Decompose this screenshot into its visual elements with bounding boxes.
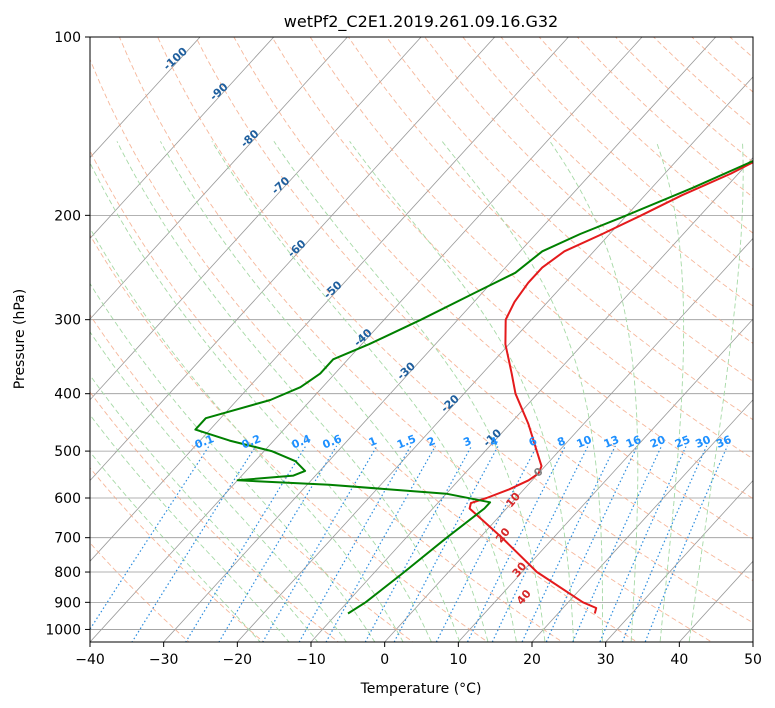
isotherm-line bbox=[90, 37, 569, 562]
plot-frame bbox=[89, 36, 754, 643]
x-tick-label: 30 bbox=[597, 652, 615, 668]
mixing-ratio-label: 3 bbox=[461, 434, 473, 449]
moist-adiabat-line bbox=[688, 141, 744, 642]
plot-background bbox=[90, 37, 753, 642]
mixing-ratio-line bbox=[218, 445, 338, 642]
dry-adiabat-line bbox=[233, 37, 753, 540]
dry-adiabat-line bbox=[90, 58, 638, 642]
x-tick-label: −10 bbox=[296, 652, 326, 668]
y-tick-label: 300 bbox=[54, 313, 81, 329]
moist-adiabat-line bbox=[90, 227, 404, 642]
mixing-ratio-line bbox=[393, 445, 499, 642]
y-tick-label: 900 bbox=[54, 595, 81, 611]
isotherm-line bbox=[384, 237, 753, 642]
moist-adiabat-line bbox=[90, 161, 432, 642]
temperature-profile bbox=[468, 161, 753, 614]
mixing-ratio-line bbox=[298, 445, 412, 642]
isotherm-line bbox=[90, 37, 422, 401]
mixing-ratio-line bbox=[185, 445, 307, 642]
dewpoint-profile bbox=[194, 159, 753, 615]
dry-adiabat-line bbox=[309, 37, 753, 460]
mixing-ratio-line bbox=[262, 445, 378, 642]
x-tick-label: 50 bbox=[744, 652, 762, 668]
mixing-ratio-label: 20 bbox=[648, 433, 667, 451]
chart-title: wetPf2_C2E1.2019.261.09.16.G32 bbox=[284, 12, 558, 32]
isotherm-line bbox=[531, 399, 753, 642]
y-tick-label: 200 bbox=[54, 208, 81, 224]
mixing-ratio-label: 8 bbox=[555, 434, 567, 449]
x-tick-label: −40 bbox=[75, 652, 105, 668]
isotherm-line bbox=[163, 37, 717, 642]
moist-adiabat-line bbox=[273, 141, 546, 642]
isotherm-line bbox=[90, 37, 643, 642]
moist-adiabat-line bbox=[90, 331, 347, 642]
y-tick-label: 600 bbox=[54, 491, 81, 507]
mixing-ratio-label: 16 bbox=[624, 433, 643, 451]
y-tick-label: 700 bbox=[54, 531, 81, 547]
isotherm-line bbox=[90, 37, 275, 239]
mixing-ratio-label: 25 bbox=[673, 433, 692, 451]
x-tick-label: −20 bbox=[223, 652, 253, 668]
moist-adiabat-line bbox=[116, 141, 461, 642]
mixing-ratio-label: 30 bbox=[693, 433, 712, 451]
moist-adiabat-line bbox=[349, 141, 575, 642]
x-axis-title: Temperature (°C) bbox=[360, 681, 482, 697]
moist-adiabat-line bbox=[90, 374, 319, 642]
dry-adiabat-line bbox=[385, 37, 753, 382]
dry-adiabat-line bbox=[90, 467, 265, 642]
y-axis: 100 200 300 400 500 600 700 800 900 1000 bbox=[45, 30, 90, 638]
mixing-ratio-line bbox=[644, 445, 728, 642]
background-lines bbox=[90, 37, 753, 642]
dry-adiabat-line bbox=[90, 234, 489, 642]
mixing-ratio-line bbox=[131, 445, 257, 642]
mixing-ratio-label: 1 bbox=[367, 434, 379, 449]
x-tick-label: 20 bbox=[523, 652, 541, 668]
x-tick-label: 0 bbox=[380, 652, 389, 668]
isotherm-line bbox=[310, 157, 753, 642]
moist-adiabat-line bbox=[90, 451, 261, 642]
dry-adiabat-line bbox=[90, 149, 564, 642]
dry-adiabat-line bbox=[118, 37, 713, 642]
x-tick-label: −30 bbox=[149, 652, 179, 668]
dry-adiabat-line bbox=[195, 37, 753, 582]
dry-adiabat-line bbox=[90, 391, 339, 642]
dry-adiabat-line bbox=[347, 37, 753, 421]
moist-adiabat-line bbox=[211, 141, 517, 642]
isotherm-line bbox=[90, 37, 201, 159]
mixing-ratio-line bbox=[621, 445, 708, 642]
mixing-ratio-label: 13 bbox=[602, 433, 621, 451]
y-tick-label: 500 bbox=[54, 444, 81, 460]
mixing-ratio-line bbox=[599, 445, 687, 642]
x-axis: −40 −30 −20 −10 0 10 20 30 40 50 bbox=[75, 642, 762, 668]
moist-adiabat-line bbox=[655, 141, 685, 642]
mixing-ratio-line bbox=[521, 445, 616, 642]
y-tick-label: 1000 bbox=[45, 622, 81, 638]
y-tick-label: 400 bbox=[54, 387, 81, 403]
dry-adiabat-line bbox=[157, 37, 753, 624]
moist-adiabat-line bbox=[90, 282, 376, 642]
mixing-ratio-label: 10 bbox=[575, 433, 594, 451]
x-tick-label: 10 bbox=[449, 652, 467, 668]
isotherm-line bbox=[605, 479, 753, 642]
y-tick-label: 800 bbox=[54, 565, 81, 581]
isotherm-line bbox=[90, 37, 348, 320]
mixing-ratio-label: 36 bbox=[714, 433, 733, 451]
y-axis-title: Pressure (hPa) bbox=[12, 289, 28, 389]
mixing-ratio-line bbox=[90, 445, 210, 631]
isotherm-line bbox=[236, 76, 753, 642]
mixing-ratio-label: 2 bbox=[425, 434, 437, 449]
moist-adiabat-line bbox=[549, 141, 639, 642]
isotherm-line bbox=[457, 318, 753, 642]
moist-adiabat-line bbox=[90, 414, 290, 642]
series-layer bbox=[194, 159, 753, 615]
x-tick-label: 40 bbox=[670, 652, 688, 668]
isotherm-line bbox=[90, 37, 496, 482]
moist-adiabat-line bbox=[441, 141, 603, 642]
dry-adiabat-line bbox=[271, 37, 753, 500]
y-tick-label: 100 bbox=[54, 30, 81, 46]
moist-adiabat-line bbox=[160, 141, 489, 642]
